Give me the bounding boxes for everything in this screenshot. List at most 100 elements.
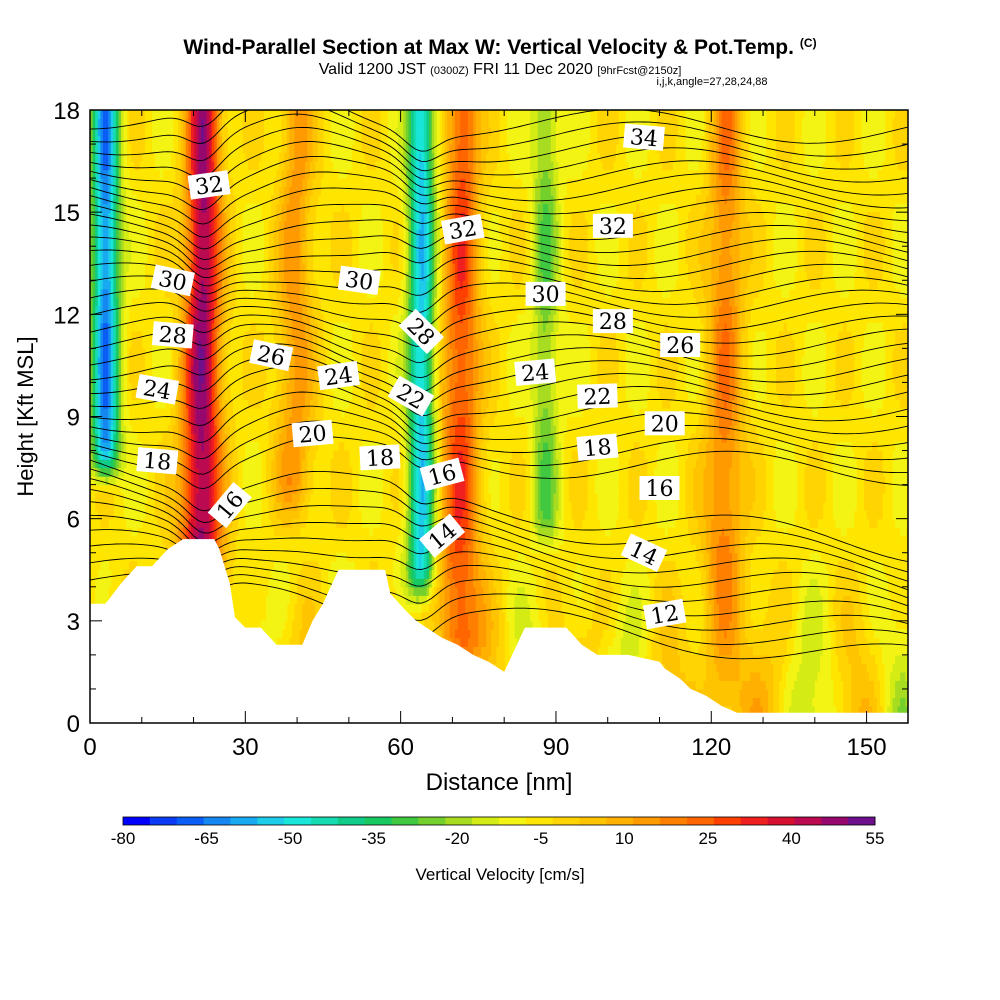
field-cell (126, 203, 130, 213)
field-cell (250, 467, 254, 477)
field-cell (209, 442, 213, 452)
field-cell (95, 118, 99, 128)
field-cell (211, 305, 215, 315)
field-cell (198, 476, 202, 486)
field-cell (167, 135, 171, 145)
field-cell (90, 399, 94, 409)
field-cell (255, 280, 259, 290)
field-cell (310, 135, 314, 145)
field-cell (317, 356, 321, 366)
field-cell (180, 229, 184, 239)
field-cell (118, 220, 122, 230)
field-cell (289, 382, 293, 392)
field-cell (97, 254, 101, 264)
field-cell (188, 467, 192, 477)
field-cell (291, 195, 296, 205)
field-cell (271, 416, 275, 426)
field-cell (310, 382, 314, 392)
field-cell (310, 186, 314, 196)
field-cell (102, 297, 107, 307)
field-cell (310, 127, 314, 137)
field-cell (162, 127, 166, 137)
field-cell (242, 118, 246, 128)
field-cell (198, 442, 202, 452)
field-cell (297, 212, 301, 222)
field-cell (102, 476, 107, 486)
field-cell (307, 178, 311, 188)
field-cell (100, 331, 104, 341)
field-cell (97, 416, 101, 426)
field-cell (279, 425, 283, 435)
field-cell (115, 399, 120, 409)
field-cell (136, 348, 140, 358)
field-cell (317, 603, 321, 613)
field-cell (258, 382, 262, 392)
field-cell (335, 399, 340, 409)
field-cell (289, 237, 293, 247)
field-cell (118, 382, 122, 392)
field-cell (330, 246, 334, 256)
field-cell (219, 152, 223, 162)
field-cell (299, 408, 303, 418)
field-cell (100, 220, 104, 230)
field-cell (95, 442, 99, 452)
field-cell (211, 450, 215, 460)
field-cell (286, 195, 290, 205)
field-cell (105, 416, 109, 426)
field-cell (115, 161, 120, 171)
field-cell (105, 399, 109, 409)
field-cell (154, 476, 158, 486)
field-cell (297, 603, 301, 613)
field-cell (139, 237, 143, 247)
field-cell (312, 314, 316, 324)
field-cell (289, 161, 293, 171)
field-cell (276, 178, 280, 188)
field-cell (159, 484, 164, 494)
field-cell (294, 365, 298, 375)
field-cell (141, 144, 145, 154)
field-cell (196, 425, 200, 435)
field-cell (196, 144, 200, 154)
field-cell (203, 425, 208, 435)
field-cell (291, 391, 296, 401)
field-cell (258, 373, 262, 383)
field-cell (227, 220, 231, 230)
field-cell (191, 110, 195, 120)
field-cell (211, 135, 215, 145)
field-cell (97, 365, 101, 375)
field-cell (328, 578, 332, 588)
field-cell (157, 229, 161, 239)
field-cell (284, 476, 288, 486)
field-cell (105, 288, 109, 298)
field-cell (201, 527, 205, 537)
field-cell (330, 220, 334, 230)
field-cell (222, 288, 226, 298)
field-cell (123, 169, 127, 179)
field-cell (92, 365, 96, 375)
field-cell (289, 195, 293, 205)
field-cell (266, 603, 270, 613)
field-cell (281, 263, 285, 273)
field-cell (108, 459, 112, 469)
field-cell (281, 229, 285, 239)
field-cell (224, 322, 228, 332)
field-cell (258, 331, 262, 341)
field-cell (113, 246, 117, 256)
field-cell (335, 110, 340, 120)
field-cell (276, 527, 280, 537)
field-cell (97, 595, 101, 605)
field-cell (185, 246, 189, 256)
field-cell (250, 382, 254, 392)
field-cell (123, 425, 127, 435)
field-cell (273, 331, 277, 341)
field-cell (297, 118, 301, 128)
field-cell (196, 484, 200, 494)
field-cell (245, 118, 249, 128)
field-cell (307, 348, 311, 358)
field-cell (209, 237, 213, 247)
field-cell (196, 203, 200, 213)
field-cell (97, 118, 101, 128)
field-cell (302, 586, 306, 596)
field-cell (95, 271, 99, 281)
field-cell (180, 484, 184, 494)
